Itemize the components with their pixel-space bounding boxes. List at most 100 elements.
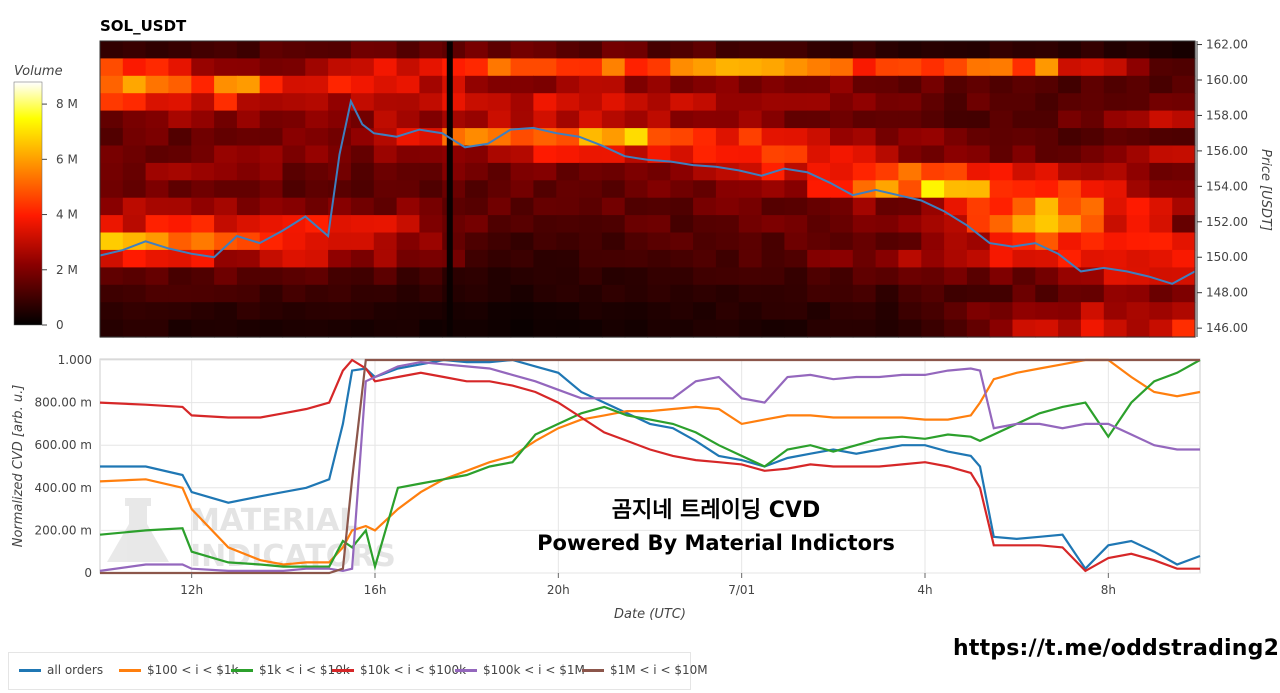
heatmap-cell <box>465 197 489 216</box>
heatmap-cell <box>487 145 512 164</box>
heatmap-cell <box>1080 93 1105 112</box>
heatmap-cell <box>966 93 991 112</box>
heatmap-cell <box>100 232 124 251</box>
heatmap-cell <box>145 75 169 94</box>
heatmap-cell <box>282 128 306 147</box>
heatmap-cell <box>1103 110 1128 129</box>
colorbar-tick-label: 8 M <box>56 97 78 111</box>
heatmap-cell <box>1012 75 1036 94</box>
heatmap-cell <box>100 145 124 164</box>
heatmap-cell <box>350 267 375 286</box>
heatmap-cell <box>1103 215 1128 234</box>
heatmap-cell <box>601 267 626 286</box>
heatmap-cell <box>145 180 169 199</box>
heatmap-cell <box>647 197 671 216</box>
heatmap-cell <box>647 232 671 251</box>
heatmap-cell <box>373 232 398 251</box>
heatmap-cell <box>259 232 284 251</box>
legend-item[interactable]: $1M < i < $10M <box>582 663 708 677</box>
heatmap-cell <box>236 93 261 112</box>
cvd-legend: all orders $100 < i < $1k $1k < i < $10k $1… <box>8 652 708 690</box>
heatmap-cell <box>259 302 284 321</box>
heatmap-cell <box>1058 58 1082 77</box>
heatmap-cell <box>214 284 238 303</box>
heatmap-cell <box>624 162 649 181</box>
heatmap-cell <box>328 93 352 112</box>
heatmap-cell <box>350 75 375 94</box>
legend-item[interactable]: $100 < i < $1k <box>119 663 238 677</box>
cvd-y-tick-label: 200.00 m <box>35 523 93 537</box>
heatmap-cell <box>579 319 603 338</box>
heatmap-cell <box>738 162 763 181</box>
heatmap-cell <box>670 215 694 234</box>
colorbar-tick-label: 2 M <box>56 263 78 277</box>
heatmap-cell <box>328 249 352 268</box>
legend-item[interactable]: $1k < i < $10k <box>231 663 350 677</box>
heatmap-cell <box>1035 267 1059 286</box>
heatmap-cell <box>989 319 1014 338</box>
heatmap-cell <box>944 128 968 147</box>
heatmap-cell <box>214 319 238 338</box>
heatmap-cell <box>1149 319 1173 338</box>
heatmap-cell <box>1172 58 1196 77</box>
heatmap-cell <box>944 319 968 338</box>
heatmap-cell <box>510 180 534 199</box>
heatmap-cell <box>396 75 420 94</box>
heatmap-cell <box>898 232 922 251</box>
heatmap-cell <box>328 319 352 338</box>
heatmap-cell <box>442 41 466 59</box>
heatmap-cell <box>784 93 808 112</box>
heatmap-cell <box>1126 41 1150 59</box>
heatmap-cell <box>784 58 808 77</box>
heatmap-cell <box>533 197 557 216</box>
heatmap-cell <box>830 197 854 216</box>
heatmap-cell <box>852 75 877 94</box>
heatmap-cell <box>579 75 603 94</box>
heatmap-cell <box>259 319 284 338</box>
heatmap-cell <box>624 284 649 303</box>
heatmap-cell <box>966 58 991 77</box>
flask-icon <box>107 498 169 562</box>
heatmap-cell <box>214 267 238 286</box>
price-axis-label: Price [USDT] <box>1258 149 1273 231</box>
heatmap-cell <box>556 284 580 303</box>
heatmap-cell <box>1058 93 1082 112</box>
heatmap-cell <box>1035 93 1059 112</box>
legend-item[interactable]: all orders <box>19 663 103 677</box>
heatmap-cell <box>145 162 169 181</box>
legend-item[interactable]: $100k < i < $1M <box>455 663 585 677</box>
heatmap-cell <box>1149 110 1173 129</box>
legend-item[interactable]: $10k < i < $100k <box>332 663 466 677</box>
legend-label: all orders <box>47 663 104 677</box>
heatmap-cell <box>1172 162 1196 181</box>
heatmap-cell <box>921 284 945 303</box>
heatmap-cell <box>624 75 649 94</box>
heatmap-cell <box>510 58 534 77</box>
heatmap-cell <box>852 41 877 59</box>
heatmap-cell <box>282 110 306 129</box>
heatmap-cell <box>921 249 945 268</box>
heatmap-cell <box>191 128 215 147</box>
heatmap-cell <box>647 58 671 77</box>
heatmap-cell <box>419 215 443 234</box>
heatmap-cell <box>487 249 512 268</box>
heatmap-cell <box>350 180 375 199</box>
annotation-title: 곰지네 트레이딩 CVD <box>612 498 820 523</box>
cvd-y-axis-label: Normalized CVD [arb. u.] <box>11 385 26 548</box>
heatmap-cell <box>100 319 124 338</box>
heatmap-cell <box>1080 128 1105 147</box>
heatmap-cell <box>1103 284 1128 303</box>
heatmap-cell <box>465 319 489 338</box>
heatmap-cell <box>830 249 854 268</box>
heatmap-cell <box>236 128 261 147</box>
heatmap-cell <box>1149 215 1173 234</box>
telegram-link[interactable]: https://t.me/oddstrading2 <box>953 636 1280 661</box>
heatmap-cell <box>921 180 945 199</box>
heatmap-cell <box>601 232 626 251</box>
price-tick-label: 148.00 <box>1206 286 1248 300</box>
heatmap-cell <box>510 232 534 251</box>
heatmap-cell <box>419 302 443 321</box>
heatmap-cell <box>784 180 808 199</box>
heatmap-cell <box>396 284 420 303</box>
heatmap-cell <box>1172 319 1196 338</box>
